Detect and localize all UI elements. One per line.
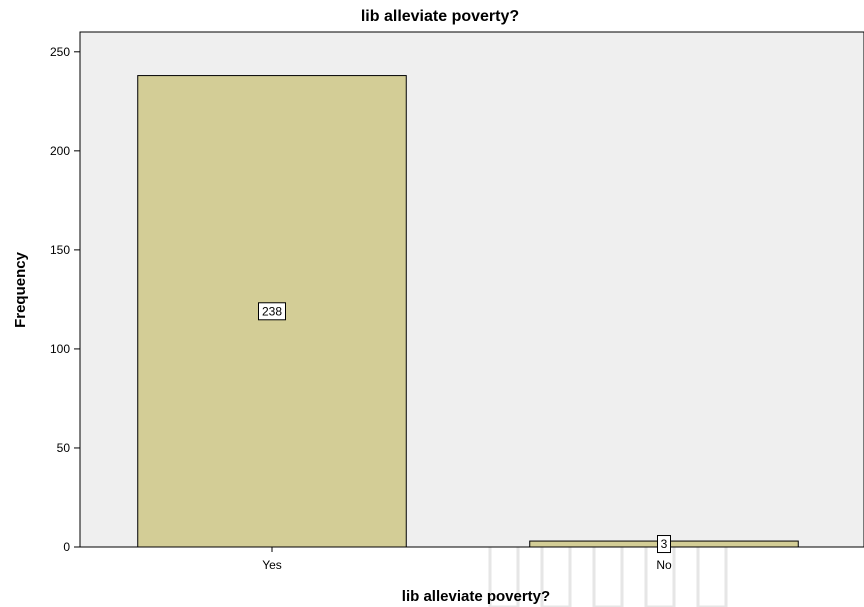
x-axis: Yes No: [262, 547, 672, 572]
y-axis-label: Frequency: [12, 251, 29, 328]
data-labels: 238 3: [258, 302, 671, 554]
y-tick-label: 200: [50, 144, 70, 158]
x-tick-label: No: [656, 558, 672, 572]
data-label: 238: [262, 304, 282, 318]
x-tick-label: Yes: [262, 558, 282, 572]
data-label-box: [657, 535, 671, 554]
y-tick-label: 150: [50, 243, 70, 257]
data-label: 3: [661, 537, 668, 551]
y-tick-label: 250: [50, 45, 70, 59]
chart-title: lib alleviate poverty?: [361, 8, 519, 25]
y-axis: 0 50 100 150 200 250: [50, 45, 80, 554]
y-tick-label: 0: [63, 540, 70, 554]
x-axis-label: lib alleviate poverty?: [402, 588, 550, 605]
y-tick-label: 100: [50, 342, 70, 356]
y-tick-label: 50: [57, 441, 71, 455]
data-label-box: [258, 302, 286, 321]
